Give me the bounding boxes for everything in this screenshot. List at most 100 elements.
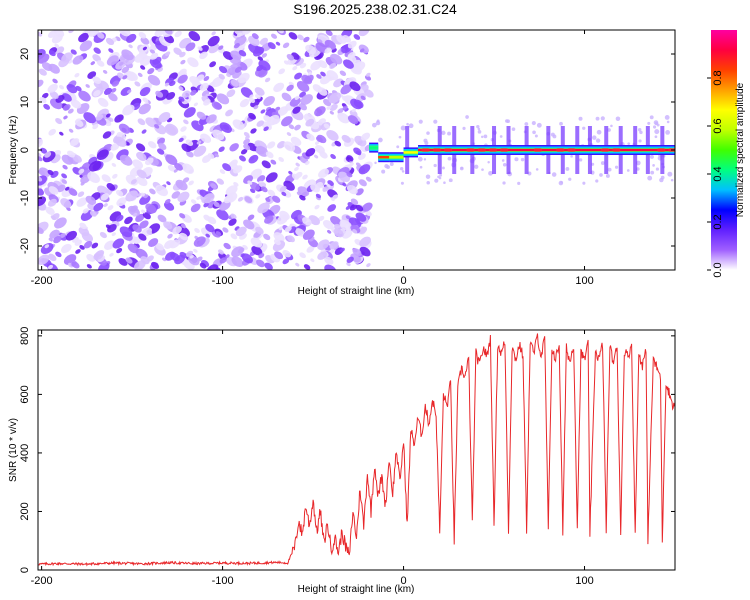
- spectrogram-signal-speck: [565, 167, 570, 171]
- spectrogram-noise-blob: [81, 232, 94, 243]
- colorbar-tick-label: 0.8: [712, 70, 724, 85]
- spectrogram-signal-speck: [400, 181, 404, 185]
- spectrogram-noise-blob: [257, 202, 270, 214]
- spectrogram-noise-blob: [263, 233, 271, 241]
- spectrogram-noise-blob: [138, 103, 151, 115]
- spectrogram-noise-blob: [154, 124, 160, 129]
- spectrogram-noise-blob: [212, 129, 225, 141]
- spectrogram-noise-blob: [55, 251, 62, 258]
- y-tick-label: 200: [19, 502, 31, 520]
- spectrogram-noise-blob: [93, 202, 104, 212]
- spectrogram-noise-blob: [288, 32, 298, 40]
- spectrogram-signal-speck: [514, 157, 519, 162]
- spectrogram-noise-blob: [44, 151, 52, 158]
- spectrogram-noise-blob: [78, 90, 91, 102]
- spectrogram-noise-blob: [233, 30, 246, 36]
- spectrogram-signal-speck: [535, 168, 539, 171]
- spectrogram-noise-blob: [240, 253, 245, 258]
- spectrogram-noise-blob: [264, 262, 273, 270]
- spectrogram-band-core: [389, 156, 404, 159]
- spectrogram-noise-blob: [278, 68, 286, 75]
- spectrogram-noise-blob: [185, 92, 190, 97]
- spectrogram-signal-speck: [558, 180, 564, 186]
- spectrogram-noise-blob: [225, 185, 238, 196]
- spectrogram-noise-blob: [130, 179, 137, 185]
- spectrogram-noise-blob: [89, 210, 97, 217]
- spectrogram-noise-blob: [265, 172, 278, 183]
- spectrogram-noise-blob: [70, 99, 82, 109]
- spectrogram-noise-blob: [222, 227, 229, 233]
- spectrogram-noise-blob: [111, 162, 117, 167]
- spectrogram-noise-blob: [283, 141, 296, 152]
- spectrogram-signal-speck: [647, 121, 651, 125]
- spectrogram-signal-speck: [595, 116, 600, 121]
- spectrogram-noise-blob: [137, 118, 146, 126]
- spectrogram-x-axis: -200 -100 0 100: [31, 30, 594, 287]
- spectrogram-signal-speck: [400, 125, 406, 131]
- spectrogram-noise-blob: [101, 174, 111, 183]
- spectrogram-noise-blob: [329, 103, 338, 111]
- spectrogram-noise-blob: [155, 90, 164, 98]
- y-tick-label: 0: [19, 567, 31, 573]
- snr-x-axis: -200 -100 0 100: [31, 330, 594, 587]
- spectrogram-noise-blob: [251, 245, 263, 256]
- spectrogram-noise-blob: [178, 86, 184, 91]
- spectrogram-noise-blob: [254, 142, 260, 147]
- spectrogram-signal-speck: [524, 122, 529, 126]
- spectrogram-signal-speck: [483, 134, 488, 139]
- spectrogram-noise-blob: [247, 214, 255, 221]
- spectrogram-noise-blob: [241, 148, 248, 155]
- spectrogram-noise-blob: [196, 196, 201, 200]
- spectrogram-noise-blob: [138, 51, 148, 60]
- spectrogram-signal-speck: [639, 130, 643, 135]
- spectrogram-noise-blob: [359, 236, 371, 247]
- spectrogram-signal-speck: [447, 156, 452, 161]
- spectrogram-noise-blob: [361, 202, 373, 212]
- spectrogram-signal-speck: [520, 157, 525, 162]
- spectrogram-noise-blob: [182, 177, 190, 183]
- spectrogram-noise-blob: [116, 197, 127, 207]
- spectrogram-noise-blob: [63, 104, 71, 111]
- spectrogram-noise-blob: [349, 81, 361, 92]
- spectrogram-noise-blob: [281, 116, 293, 127]
- spectrogram-noise-blob: [289, 97, 301, 107]
- spectrogram-noise-blob: [47, 83, 58, 93]
- spectrogram-noise-blob: [151, 261, 160, 269]
- spectrogram-noise-blob: [337, 108, 344, 114]
- spectrogram-noise-blob: [304, 160, 310, 166]
- spectrogram-peak-dash: [567, 148, 576, 152]
- spectrogram-noise-blob: [179, 213, 186, 219]
- spectrogram-band-core: [418, 148, 675, 152]
- spectrogram-noise-blob: [165, 51, 171, 56]
- snr-panel: -200 -100 0 100 0 200 400 600 800 Height of str…: [8, 327, 676, 595]
- spectrogram-noise-blob: [342, 182, 347, 187]
- spectrogram-noise-blob: [292, 106, 301, 114]
- spectrogram-noise-blob: [188, 31, 201, 42]
- spectrogram-signal-speck: [610, 124, 613, 128]
- spectrogram-noise-blob: [326, 183, 331, 188]
- spectrogram-noise-blob: [352, 248, 362, 257]
- spectrogram-noise-blob: [95, 114, 104, 121]
- spectrogram-noise-blob: [278, 226, 284, 231]
- spectrogram-peak-dash: [444, 148, 453, 152]
- spectrogram-noise-blob: [72, 154, 82, 163]
- spectrogram-noise-blob: [346, 184, 358, 195]
- spectrogram-noise-blob: [83, 112, 97, 124]
- spectrogram-signal-speck: [447, 131, 451, 136]
- spectrogram-noise-blob: [179, 251, 188, 259]
- spectrogram-noise-blob: [59, 84, 64, 90]
- spectrogram-noise-blob: [91, 242, 99, 249]
- y-tick-label: 0: [19, 147, 31, 153]
- spectrogram-noise-blob: [180, 59, 186, 65]
- spectrogram-noise-blob: [86, 254, 96, 262]
- spectrogram-signal-speck: [487, 160, 490, 164]
- spectrogram-signal-speck: [433, 163, 437, 168]
- spectrogram-noise-blob: [307, 71, 312, 76]
- spectrogram-noise-blob: [230, 50, 242, 61]
- spectrogram-noise-blob: [303, 36, 310, 43]
- spectrogram-noise-blob: [288, 171, 293, 175]
- spectrogram-noise-blob: [185, 42, 196, 52]
- spectrogram-noise-blob: [114, 114, 124, 123]
- spectrogram-noise-blob: [109, 252, 114, 257]
- spectrogram-noise-blob: [163, 201, 175, 211]
